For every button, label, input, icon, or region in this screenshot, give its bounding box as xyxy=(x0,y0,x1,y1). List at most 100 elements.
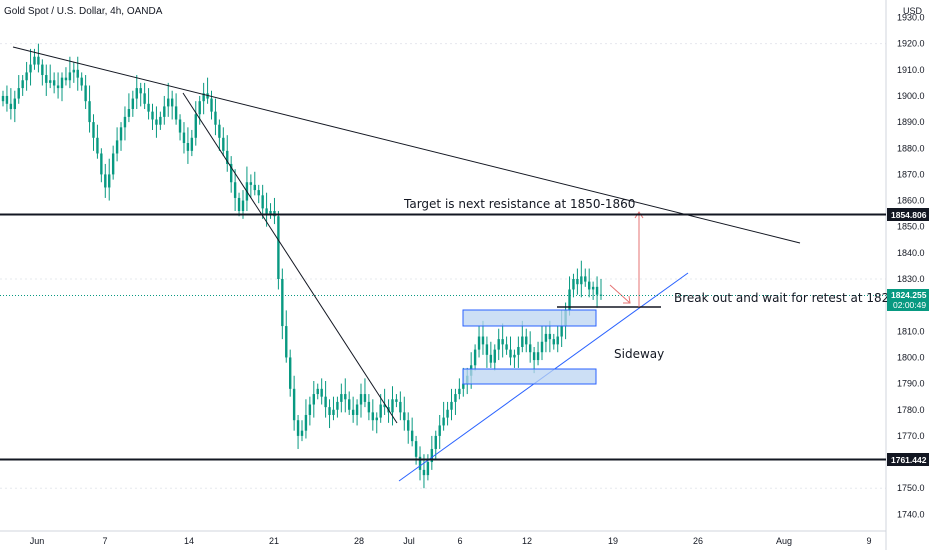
candle-countdown: 02:00:49 xyxy=(893,300,926,310)
candle-body xyxy=(41,64,44,76)
candle-body xyxy=(477,336,481,350)
candle-body xyxy=(375,417,378,421)
candle-body xyxy=(442,417,445,426)
candle-body xyxy=(80,77,83,86)
candle-body xyxy=(399,401,402,413)
candle-body xyxy=(198,101,201,115)
candle-body xyxy=(104,174,107,188)
candle-body xyxy=(462,383,465,389)
candle-body xyxy=(407,420,410,431)
x-tick-label: 6 xyxy=(457,536,462,546)
lower-sideway-box[interactable] xyxy=(462,368,597,385)
candle-body xyxy=(528,344,532,353)
candle-body xyxy=(64,77,68,81)
candle-body xyxy=(88,101,91,123)
target-arrow-head xyxy=(634,211,644,219)
candle-body xyxy=(292,388,296,421)
candle-body xyxy=(202,93,205,102)
x-tick-label: 12 xyxy=(522,536,532,546)
candle-body xyxy=(72,69,76,73)
candle-body xyxy=(304,414,308,431)
descending-resistance-trendline[interactable] xyxy=(12,46,801,244)
candle-body xyxy=(37,56,40,65)
candle-body xyxy=(25,72,28,81)
candle-body xyxy=(509,349,512,358)
candle-body xyxy=(332,409,335,415)
candle-body xyxy=(560,326,563,337)
y-tick-label: 1790.0 xyxy=(897,379,925,389)
candle-body xyxy=(13,98,17,110)
candle-body xyxy=(76,69,79,78)
target-annotation[interactable]: Target is next resistance at 1850-1860 xyxy=(403,197,635,211)
candle-body xyxy=(237,197,241,212)
candle-body xyxy=(572,279,575,290)
y-tick-label: 1920.0 xyxy=(897,39,925,49)
candle-body xyxy=(96,137,99,154)
candle-body xyxy=(536,352,540,361)
candle-body xyxy=(552,339,555,345)
y-tick-label: 1890.0 xyxy=(897,117,925,127)
candle-body xyxy=(135,88,138,99)
candle-body xyxy=(147,103,150,112)
candle-body xyxy=(395,399,398,402)
candle-body xyxy=(29,64,32,73)
y-tick-label: 1900.0 xyxy=(897,91,925,101)
sideway-annotation[interactable]: Sideway xyxy=(614,347,664,361)
y-tick-label: 1740.0 xyxy=(897,509,925,519)
candle-body xyxy=(5,95,9,104)
candle-body xyxy=(422,469,426,476)
x-tick-label: 7 xyxy=(102,536,107,546)
y-tick-label: 1870.0 xyxy=(897,169,925,179)
candle-body xyxy=(580,276,583,285)
candle-body xyxy=(222,137,225,151)
candles xyxy=(1,43,603,489)
drawings[interactable] xyxy=(12,46,801,482)
candle-body xyxy=(371,412,375,421)
candle-body xyxy=(49,80,52,83)
support-price-tag: 1761.442 xyxy=(887,453,929,466)
candle-body xyxy=(218,124,221,138)
candle-body xyxy=(446,409,449,418)
candle-body xyxy=(285,326,288,358)
candle-body xyxy=(426,462,430,476)
upper-sideway-box[interactable] xyxy=(462,309,597,327)
candle-body xyxy=(151,111,154,120)
candle-body xyxy=(92,122,95,138)
candle-body xyxy=(434,435,437,449)
breakout-annotation[interactable]: Break out and wait for retest at 1820 xyxy=(674,291,897,305)
candle-body xyxy=(229,163,233,183)
candle-body xyxy=(591,286,595,290)
candle-body xyxy=(241,200,245,212)
y-tick-label: 1910.0 xyxy=(897,65,925,75)
x-tick-label: 28 xyxy=(354,536,364,546)
candle-body xyxy=(548,333,552,340)
x-tick-label: 21 xyxy=(269,536,279,546)
candle-body xyxy=(182,132,186,144)
candle-body xyxy=(383,404,386,408)
x-tick-label: 14 xyxy=(184,536,194,546)
candle-body xyxy=(316,388,319,395)
candle-body xyxy=(414,441,418,457)
y-tick-label: 1840.0 xyxy=(897,248,925,258)
candle-body xyxy=(296,420,300,436)
steep-down-trendline[interactable] xyxy=(182,92,398,424)
candle-body xyxy=(340,394,343,402)
candle-body xyxy=(351,409,355,415)
x-tick-label: 9 xyxy=(866,536,871,546)
candle-body xyxy=(481,336,485,345)
currency-label: USD xyxy=(903,6,923,16)
candle-body xyxy=(348,399,351,410)
candle-body xyxy=(288,357,292,389)
chart-title: Gold Spot / U.S. Dollar, 4h, OANDA xyxy=(4,6,163,17)
y-tick-label: 1830.0 xyxy=(897,274,925,284)
candle-body xyxy=(56,85,60,89)
candle-body xyxy=(556,336,559,345)
candle-body xyxy=(430,448,434,463)
x-axis-labels: Jun 7 14 21 28 Jul 6 12 19 26 Aug 9 xyxy=(30,536,872,546)
candle-body xyxy=(485,344,489,355)
candle-body xyxy=(540,341,544,353)
candle-body xyxy=(576,279,579,285)
candle-body xyxy=(308,404,312,415)
candle-body xyxy=(269,211,272,214)
